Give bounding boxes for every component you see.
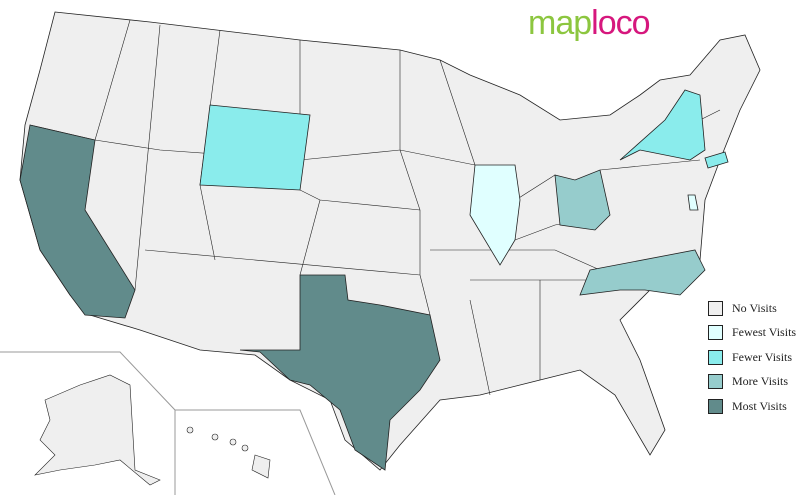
legend-swatch bbox=[708, 300, 723, 316]
legend-swatch bbox=[708, 349, 723, 365]
state-connecticut bbox=[704, 151, 729, 169]
legend-item-fewest: Fewest Visits bbox=[708, 321, 796, 346]
inset-frames bbox=[0, 351, 336, 495]
legend-swatch bbox=[708, 398, 723, 414]
state-delaware bbox=[687, 194, 699, 211]
state-hawaii bbox=[186, 426, 271, 479]
legend-item-most: Most Visits bbox=[708, 394, 796, 419]
legend-label: Fewer Visits bbox=[732, 349, 793, 364]
legend-label: No Visits bbox=[732, 300, 777, 315]
legend-label: Fewest Visits bbox=[732, 325, 797, 340]
state-wyoming bbox=[199, 104, 311, 191]
legend-swatch bbox=[708, 325, 723, 341]
state-illinois bbox=[469, 164, 521, 266]
legend-label: More Visits bbox=[732, 374, 789, 389]
us-mainland bbox=[19, 11, 761, 471]
legend-item-fewer: Fewer Visits bbox=[708, 345, 796, 370]
legend-item-none: No Visits bbox=[708, 296, 796, 321]
state-ohio bbox=[554, 169, 611, 231]
maploco-logo: maploco bbox=[528, 4, 651, 42]
state-california bbox=[19, 124, 136, 319]
legend: No Visits Fewest Visits Fewer Visits More V… bbox=[708, 296, 796, 419]
state-north-carolina bbox=[579, 249, 706, 296]
state-alaska bbox=[34, 374, 161, 486]
legend-swatch bbox=[708, 374, 723, 390]
legend-label: Most Visits bbox=[732, 398, 787, 413]
state-new-york bbox=[619, 89, 706, 161]
legend-item-more: More Visits bbox=[708, 370, 796, 395]
state-texas bbox=[239, 274, 441, 471]
